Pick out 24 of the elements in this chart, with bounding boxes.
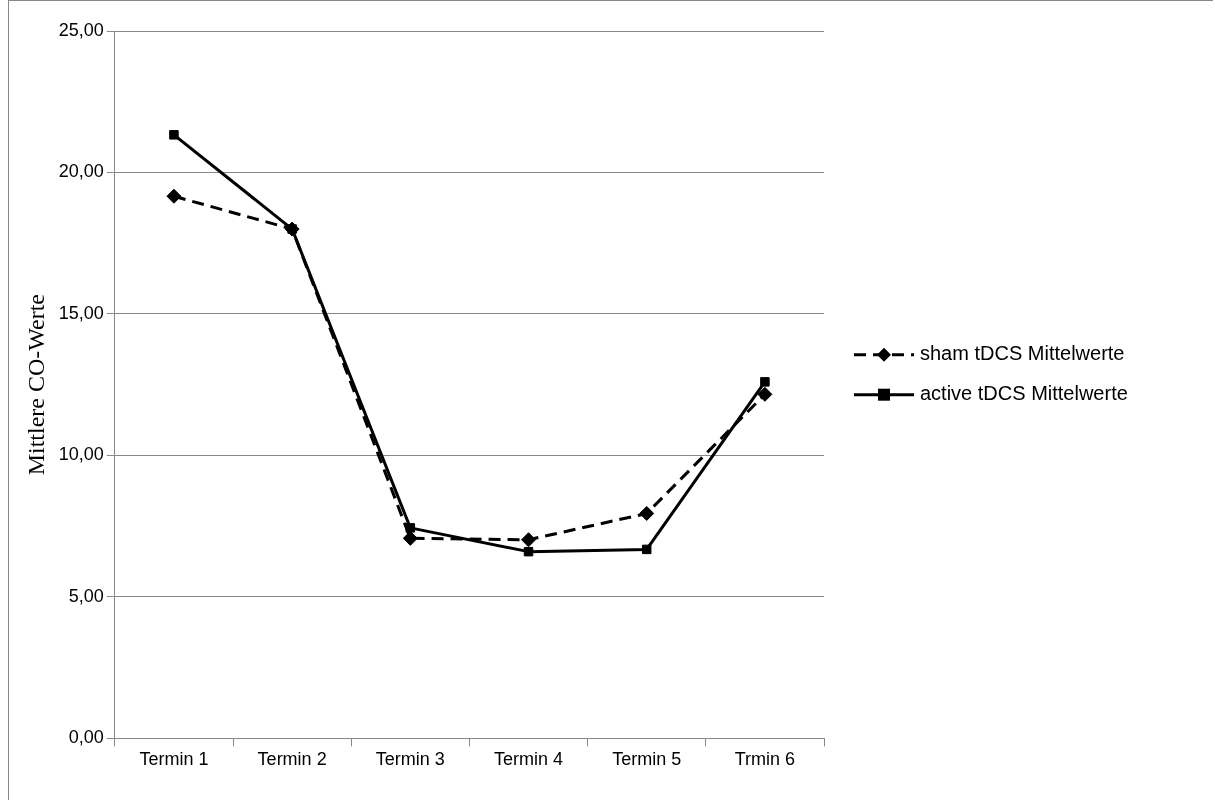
x-tick-label: Termin 5 bbox=[612, 749, 682, 770]
point bbox=[521, 532, 537, 548]
x-tick-label: Termin 1 bbox=[139, 749, 209, 770]
point bbox=[166, 188, 182, 204]
y-tick-label: 25,00 bbox=[58, 19, 104, 40]
legend-label: sham tDCS Mittelwerte bbox=[920, 342, 1125, 365]
y-tick-label: 20,00 bbox=[58, 161, 104, 182]
point bbox=[641, 544, 652, 555]
point bbox=[523, 546, 534, 557]
point bbox=[169, 130, 179, 140]
x-tick-label: Termin 3 bbox=[375, 749, 445, 770]
y-tick-label: 5,00 bbox=[68, 585, 104, 606]
legend-label: active tDCS Mittelwerte bbox=[920, 382, 1128, 405]
y-tick-label: 10,00 bbox=[58, 444, 104, 465]
y-tick-label: 15,00 bbox=[58, 302, 104, 323]
point bbox=[760, 377, 770, 387]
point bbox=[402, 530, 418, 546]
x-tick-label: Termin 4 bbox=[494, 749, 564, 770]
point bbox=[757, 386, 773, 402]
y-tick-label: 0,00 bbox=[68, 727, 104, 748]
point bbox=[639, 505, 655, 521]
x-tick-label: Termin 2 bbox=[257, 749, 327, 770]
x-tick-label: Trmin 6 bbox=[734, 749, 796, 770]
y-axis-title: Mittlere CO-Werte bbox=[22, 294, 49, 476]
